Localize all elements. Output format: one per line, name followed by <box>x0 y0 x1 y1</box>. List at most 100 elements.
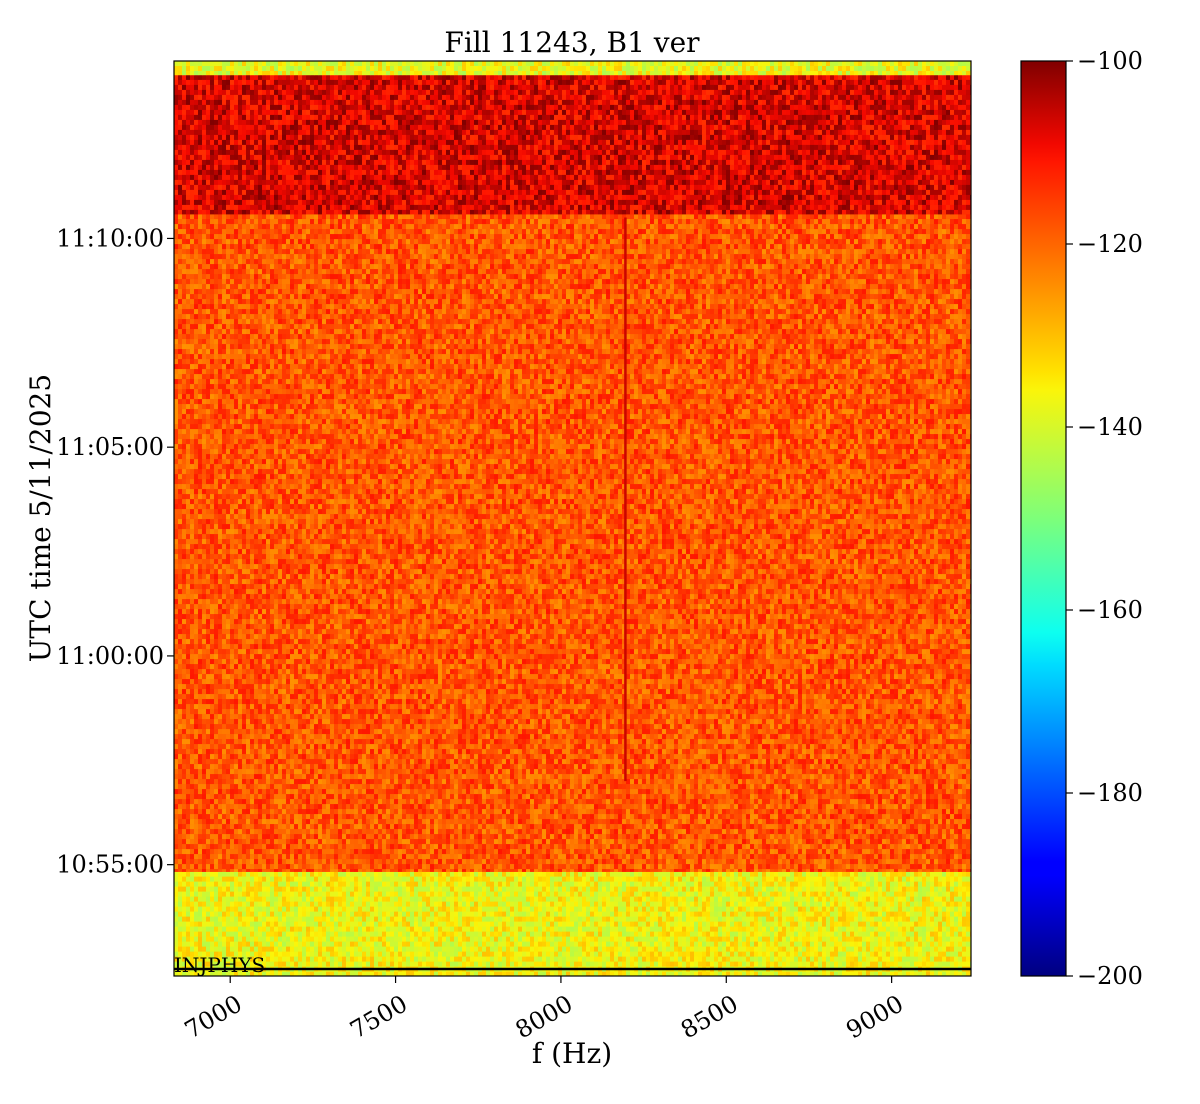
heatmap-cell <box>898 922 902 927</box>
heatmap-cell <box>294 882 298 887</box>
heatmap-cell <box>230 892 234 897</box>
heatmap-cell <box>282 872 286 877</box>
heatmap-cell <box>422 887 426 892</box>
heatmap-cell <box>634 887 638 892</box>
heatmap-cell <box>490 887 494 892</box>
heatmap-cell <box>942 922 946 927</box>
heatmap-cell <box>786 882 790 887</box>
heatmap-cell <box>622 917 626 922</box>
heatmap-cell <box>518 917 522 922</box>
heatmap-cell <box>370 922 374 927</box>
heatmap-cell <box>266 927 270 932</box>
heatmap-cell <box>574 877 578 882</box>
heatmap-cell <box>238 882 242 887</box>
heatmap-cell <box>818 897 822 902</box>
heatmap-cell <box>254 882 258 887</box>
heatmap-cell <box>582 887 586 892</box>
heatmap-cell <box>850 882 854 887</box>
heatmap-cell <box>766 922 770 927</box>
heatmap-cell <box>750 872 754 877</box>
heatmap-cell <box>494 917 498 922</box>
heatmap-cell <box>470 872 474 877</box>
heatmap-cell <box>590 882 594 887</box>
heatmap-cell <box>730 897 734 902</box>
heatmap-cell <box>530 892 534 897</box>
heatmap-cell <box>702 877 706 882</box>
heatmap-cell <box>730 882 734 887</box>
heatmap-cell <box>666 887 670 892</box>
heatmap-cell <box>418 912 422 917</box>
heatmap-cell <box>594 912 598 917</box>
heatmap-cell <box>662 877 666 882</box>
heatmap-cell <box>354 902 358 907</box>
heatmap-cell <box>430 887 434 892</box>
heatmap-cell <box>714 922 718 927</box>
heatmap-cell <box>422 897 426 902</box>
heatmap-cell <box>954 887 958 892</box>
heatmap-cell <box>270 927 274 932</box>
heatmap-cell <box>622 877 626 882</box>
heatmap-cell <box>270 902 274 907</box>
heatmap-cell <box>350 917 354 922</box>
heatmap-cell <box>662 922 666 927</box>
heatmap-cell <box>418 892 422 897</box>
heatmap-cell <box>366 912 370 917</box>
heatmap-cell <box>838 892 842 897</box>
heatmap-cell <box>822 887 826 892</box>
heatmap-cell <box>426 897 430 902</box>
heatmap-cell <box>354 912 358 917</box>
heatmap-cell <box>730 887 734 892</box>
heatmap-cell <box>526 887 530 892</box>
heatmap-cell <box>546 902 550 907</box>
heatmap-cell <box>934 877 938 882</box>
heatmap-cell <box>638 892 642 897</box>
heatmap-cell <box>894 912 898 917</box>
heatmap-cell <box>198 872 202 877</box>
heatmap-cell <box>778 892 782 897</box>
heatmap-cell <box>290 892 294 897</box>
heatmap-cell <box>426 922 430 927</box>
heatmap-cell <box>358 902 362 907</box>
heatmap-cell <box>594 877 598 882</box>
heatmap-cell <box>278 922 282 927</box>
heatmap-cell <box>878 877 882 882</box>
heatmap-cell <box>562 872 566 877</box>
heatmap-cell <box>602 872 606 877</box>
heatmap-cell <box>966 877 970 882</box>
heatmap-cell <box>330 882 334 887</box>
heatmap-cell <box>870 882 874 887</box>
heatmap-cell <box>450 922 454 927</box>
heatmap-cell <box>378 917 382 922</box>
heatmap-cell <box>198 897 202 902</box>
heatmap-cell <box>274 912 278 917</box>
heatmap-cell <box>554 882 558 887</box>
heatmap-cell <box>782 897 786 902</box>
heatmap-cell <box>934 872 938 877</box>
heatmap-cell <box>290 882 294 887</box>
heatmap-cell <box>454 882 458 887</box>
heatmap-cell <box>418 877 422 882</box>
heatmap-cell <box>782 912 786 917</box>
heatmap-cell <box>874 872 878 877</box>
heatmap-cell <box>742 922 746 927</box>
heatmap-cell <box>390 887 394 892</box>
heatmap-cell <box>858 872 862 877</box>
heatmap-cell <box>554 922 558 927</box>
heatmap-cell <box>378 922 382 927</box>
heatmap-cell <box>902 907 906 912</box>
heatmap-cell <box>630 897 634 902</box>
heatmap-cell <box>818 917 822 922</box>
heatmap-cell <box>666 882 670 887</box>
heatmap-cell <box>578 917 582 922</box>
heatmap-cell <box>766 902 770 907</box>
heatmap-cell <box>178 897 182 902</box>
heatmap-cell <box>922 887 926 892</box>
heatmap-cell <box>962 922 966 927</box>
heatmap-cell <box>842 917 846 922</box>
heatmap-cell <box>502 917 506 922</box>
heatmap-cell <box>950 922 954 927</box>
heatmap-cell <box>758 887 762 892</box>
heatmap-cell <box>798 872 802 877</box>
heatmap-cell <box>870 902 874 907</box>
heatmap-cell <box>958 872 962 877</box>
